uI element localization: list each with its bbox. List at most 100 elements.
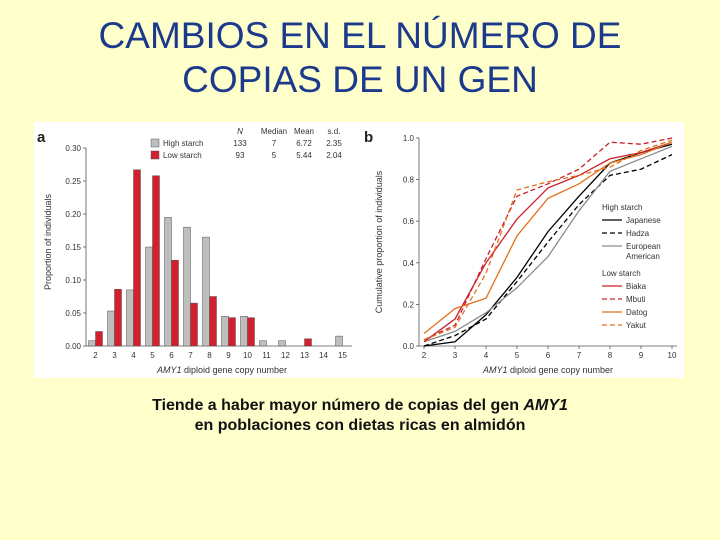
panel-a-table-cell: 133 xyxy=(233,139,247,148)
panel-b-legend-label: Hadza xyxy=(626,229,650,238)
panel-b-xtick-label: 8 xyxy=(608,351,613,360)
panel-a-legend-label: High starch xyxy=(163,139,203,148)
panel-a-xtick-label: 14 xyxy=(319,351,328,360)
panel-b-series-line xyxy=(423,154,673,347)
caption-part-1: Tiende a haber mayor número de copias de… xyxy=(152,397,524,414)
panel-b-ytick-label: 0.8 xyxy=(403,176,415,185)
panel-a-table-header: N xyxy=(237,127,243,136)
panel-a-bar xyxy=(240,316,248,347)
panel-a-xtick-label: 15 xyxy=(338,351,347,360)
panel-a-xlabel: AMY1 diploid gene copy number xyxy=(156,365,287,375)
panel-a-table-cell: 7 xyxy=(272,139,277,148)
panel-b-series-line xyxy=(423,139,673,341)
panel-b-legend-label: Japanese xyxy=(626,216,661,225)
panel-a-xtick-label: 11 xyxy=(262,351,271,360)
caption-gene: AMY1 xyxy=(523,397,568,414)
panel-a-xtick-label: 13 xyxy=(300,351,309,360)
panel-a-table-header: s.d. xyxy=(328,127,341,136)
panel-a-table-cell: 93 xyxy=(236,151,245,160)
panel-b-xtick-label: 5 xyxy=(515,351,520,360)
panel-a-bar xyxy=(152,175,160,347)
panel-a-label: a xyxy=(37,129,46,146)
title-line-2: COPIAS DE UN GEN xyxy=(182,59,538,100)
panel-a-bar xyxy=(247,317,255,347)
panel-a-bar xyxy=(190,302,198,347)
panel-b-xtick-label: 10 xyxy=(668,351,677,360)
panel-b-legend-label: Mbuti xyxy=(626,295,646,304)
panel-b-ylabel: Cumulative proportion of individuals xyxy=(374,170,384,313)
panel-b-legend-label: Datog xyxy=(626,308,647,317)
panel-a-bar xyxy=(304,338,312,347)
panel-a-bar xyxy=(221,316,229,347)
panel-b-series-line xyxy=(423,143,673,347)
panel-b-xtick-label: 9 xyxy=(639,351,644,360)
panel-a-table-header: Median xyxy=(261,127,287,136)
panel-a-ytick-label: 0.30 xyxy=(65,144,81,153)
panel-a-xtick-label: 12 xyxy=(281,351,290,360)
panel-b-xtick-label: 3 xyxy=(453,351,458,360)
panel-a-bar xyxy=(164,217,172,347)
panel-b-legend-label: European xyxy=(626,242,661,251)
panel-b-xtick-label: 7 xyxy=(577,351,582,360)
panel-a-ytick-label: 0.05 xyxy=(65,309,81,318)
panel-b-series-line xyxy=(423,137,673,341)
title-line-1: CAMBIOS EN EL NÚMERO DE xyxy=(98,15,622,56)
panel-b-xlabel-gene: AMY1 xyxy=(482,365,508,375)
panel-a-table-header: Mean xyxy=(294,127,314,136)
panel-a-xtick-label: 4 xyxy=(131,351,136,360)
panel-b-ytick-label: 0.4 xyxy=(403,259,415,268)
figure-svg: a Proportion of individuals AMY1 diploid… xyxy=(37,127,677,375)
panel-b-xlabel-rest: diploid gene copy number xyxy=(507,365,613,375)
panel-a-bar xyxy=(107,310,115,347)
panel-b-label: b xyxy=(364,129,373,146)
panel-b-series-line xyxy=(423,145,673,343)
panel-a-ytick-label: 0.15 xyxy=(65,243,81,252)
panel-a-xtick-label: 5 xyxy=(150,351,155,360)
panel-b-series-line xyxy=(423,141,673,343)
panel-a-ytick-label: 0.00 xyxy=(65,342,81,351)
panel-a-legend-swatch xyxy=(150,138,160,148)
panel-b-ytick-label: 0.0 xyxy=(403,342,415,351)
panel-b-xlabel: AMY1 diploid gene copy number xyxy=(482,365,613,375)
panel-b-xtick-label: 4 xyxy=(484,351,489,360)
panel-a-xtick-label: 6 xyxy=(169,351,174,360)
panel-a-ytick-label: 0.10 xyxy=(65,276,81,285)
panel-a-table-cell: 5.44 xyxy=(296,151,312,160)
panel-a-legend-label: Low starch xyxy=(163,151,202,160)
panel-a-xtick-label: 8 xyxy=(207,351,212,360)
panel-b-legend-label: Biaka xyxy=(626,282,647,291)
panel-a-table-cell: 2.35 xyxy=(326,139,342,148)
panel-b-legend-group-high: High starch xyxy=(602,203,642,212)
panel-a-bar xyxy=(202,236,210,347)
panel-a-xtick-label: 7 xyxy=(188,351,193,360)
panel-b-ytick-label: 0.2 xyxy=(403,300,415,309)
panel-b-legend-group-low: Low starch xyxy=(602,269,641,278)
panel-a-bar xyxy=(88,340,96,347)
panel-b-xtick-label: 6 xyxy=(546,351,551,360)
panel-b-xtick-label: 2 xyxy=(422,351,427,360)
caption-part-2: en poblaciones con dietas ricas en almid… xyxy=(194,417,526,434)
panel-a-bar xyxy=(228,317,236,347)
panel-b-series-line xyxy=(423,141,673,335)
panel-a-ytick-label: 0.20 xyxy=(65,210,81,219)
panel-a-bar xyxy=(133,169,141,347)
panel-a-bar xyxy=(145,246,153,347)
bar-chart: 0.00 0.05 0.10 0.15 0.20 0.25 0.30 2 3 4 5 6 7 8 9 10 11… xyxy=(65,127,352,360)
panel-a-xtick-label: 2 xyxy=(93,351,98,360)
panel-a-bar xyxy=(183,226,191,347)
panel-a-ylabel: Proportion of individuals xyxy=(43,193,53,290)
panel-a-table-cell: 6.72 xyxy=(296,139,312,148)
panel-a-table-cell: 5 xyxy=(272,151,277,160)
panel-a-xlabel-gene: AMY1 xyxy=(156,365,182,375)
panel-a-bar xyxy=(278,340,286,347)
panel-a-xlabel-rest: diploid gene copy number xyxy=(181,365,287,375)
line-chart: 0.0 0.2 0.4 0.6 0.8 1.0 2 3 4 5 6 7 8 9 10 High starch J… xyxy=(403,134,677,360)
panel-a-bar xyxy=(335,335,343,347)
caption: Tiende a haber mayor número de copias de… xyxy=(60,396,660,436)
panel-a-bar xyxy=(114,288,122,347)
figure-panel: a Proportion of individuals AMY1 diploid… xyxy=(34,122,684,378)
panel-a-bar xyxy=(259,340,267,347)
panel-a-bar xyxy=(171,259,179,347)
panel-b-ytick-label: 0.6 xyxy=(403,217,415,226)
panel-a-ytick-label: 0.25 xyxy=(65,177,81,186)
